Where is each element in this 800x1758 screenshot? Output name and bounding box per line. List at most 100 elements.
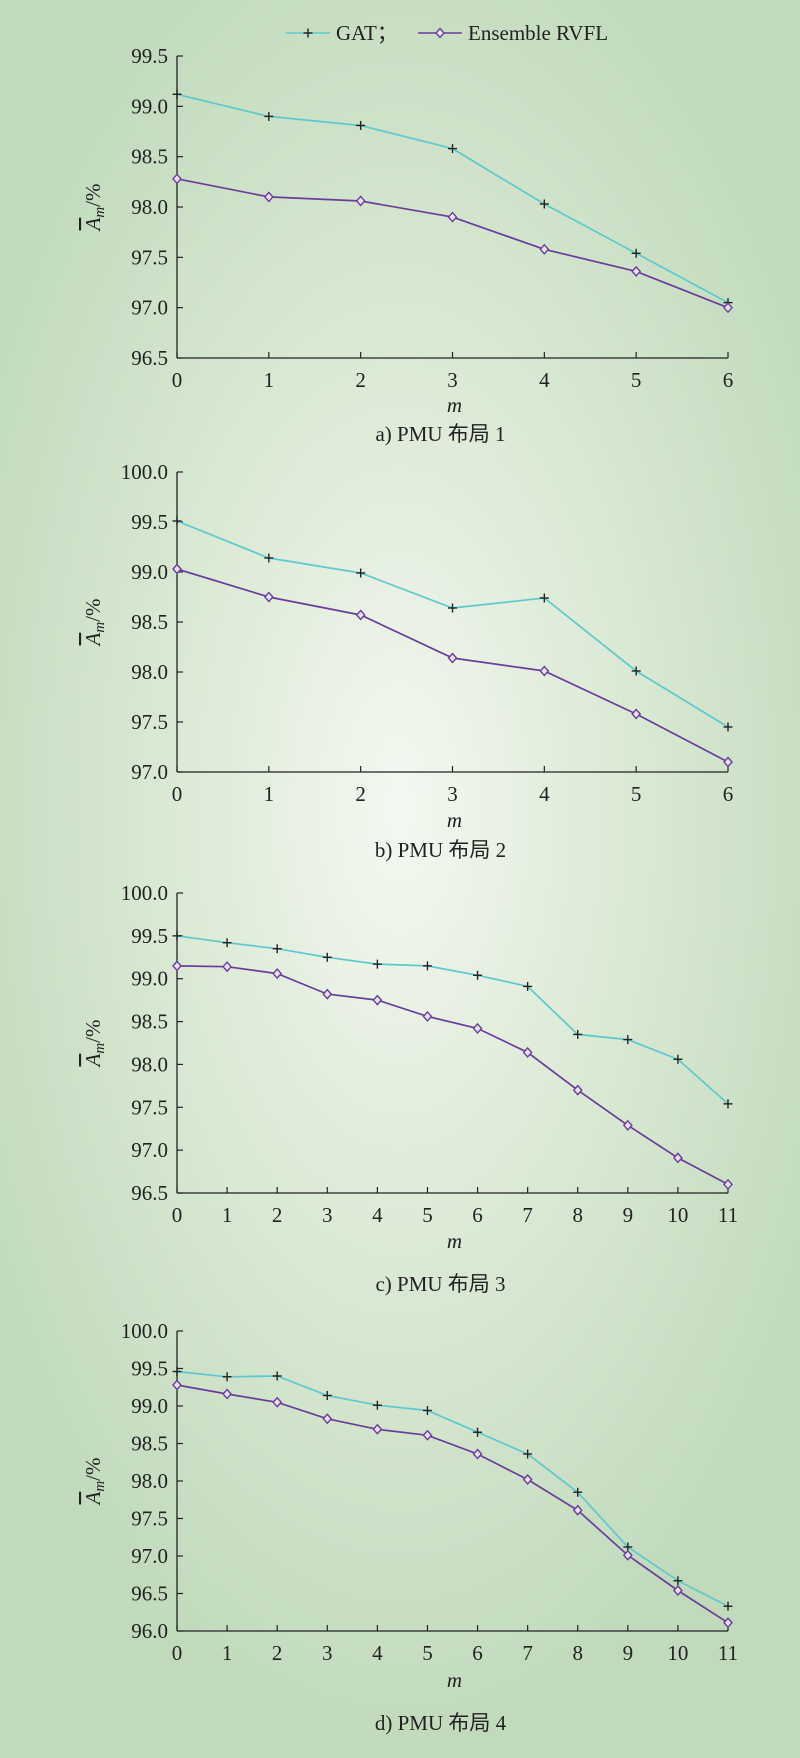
y-tick-label: 97.5 — [131, 1507, 168, 1531]
data-point — [723, 756, 733, 768]
y-tick-label: 97.0 — [131, 1544, 168, 1568]
series — [172, 1367, 733, 1611]
series-line — [176, 93, 729, 304]
y-axis-title-main: A — [81, 1054, 105, 1069]
y-axis-title: Am/% — [81, 184, 108, 233]
y-tick-label: 98.0 — [131, 1052, 168, 1076]
data-point — [631, 265, 642, 277]
y-tick-label: 99.0 — [131, 1394, 168, 1418]
data-point — [356, 120, 366, 130]
y-axis-title-sub: m — [92, 1043, 108, 1054]
data-point — [522, 1046, 533, 1058]
y-axis-title-sub: m — [92, 622, 108, 633]
y-axis-title: Am/% — [81, 1020, 108, 1069]
data-point — [172, 173, 182, 185]
data-point — [672, 1584, 683, 1597]
x-tick-label: 1 — [222, 1641, 233, 1665]
data-point — [172, 563, 182, 575]
x-tick-label: 8 — [572, 1203, 583, 1227]
data-point — [355, 195, 366, 207]
series-line — [176, 520, 729, 728]
legend-entry: Ensemble RVFL — [418, 21, 608, 45]
y-tick-label: 97.0 — [131, 296, 168, 320]
x-tick-label: 6 — [472, 1203, 483, 1227]
data-point — [448, 603, 457, 613]
data-point — [723, 302, 733, 314]
data-point — [372, 959, 382, 969]
data-point — [539, 243, 550, 255]
data-point — [422, 1406, 432, 1415]
y-tick-label: 98.5 — [131, 145, 168, 169]
y-tick-label: 96.5 — [131, 1582, 168, 1606]
y-tick-label: 98.0 — [131, 195, 168, 219]
data-point — [372, 1423, 383, 1435]
legend-label: Ensemble RVFL — [468, 21, 608, 45]
data-point — [723, 1099, 733, 1109]
x-tick-label: 3 — [447, 782, 458, 806]
chart-caption: d) PMU 布局 4 — [375, 1711, 507, 1735]
data-point — [631, 708, 642, 720]
x-tick-label: 6 — [723, 368, 734, 392]
y-tick-label: 98.0 — [131, 1469, 168, 1493]
legend-marker — [303, 28, 313, 38]
x-tick-label: 0 — [172, 1203, 183, 1227]
x-tick-label: 10 — [667, 1641, 688, 1665]
x-tick-label: 7 — [522, 1641, 533, 1665]
legend-entry: GAT； — [286, 21, 398, 45]
data-point — [264, 553, 274, 563]
series-line — [176, 1384, 729, 1624]
data-point — [622, 1119, 633, 1131]
series-line — [176, 177, 729, 309]
data-point — [723, 722, 733, 732]
data-point — [372, 1400, 382, 1410]
data-point — [172, 931, 182, 941]
chart-panel: 96.597.097.598.098.599.099.50 1 2 3 4 5 6mAm/%… — [81, 44, 733, 446]
y-axis-title-main: A — [81, 1492, 105, 1507]
y-tick-label: 97.5 — [131, 710, 168, 734]
x-axis-title: m — [447, 1668, 462, 1692]
legend: GAT； Ensemble RVFL — [286, 21, 608, 45]
data-point — [447, 652, 458, 664]
x-tick-label: 11 — [718, 1641, 738, 1665]
chart-caption: c) PMU 布局 3 — [375, 1272, 505, 1296]
x-axis-title: m — [447, 1229, 462, 1253]
x-tick-label: 5 — [631, 782, 642, 806]
series — [172, 960, 733, 1190]
series — [172, 563, 733, 768]
data-point — [723, 1617, 733, 1629]
x-tick-label: 1 — [264, 368, 275, 392]
x-tick-label: 4 — [539, 368, 550, 392]
series — [172, 89, 733, 308]
series-line — [176, 935, 729, 1105]
x-axis-title: m — [447, 808, 462, 832]
x-tick-label: 5 — [422, 1641, 433, 1665]
y-tick-label: 98.5 — [131, 1010, 168, 1034]
x-axis-title: m — [447, 393, 462, 417]
data-point — [322, 988, 333, 1000]
y-tick-label: 98.5 — [131, 1432, 168, 1456]
data-point — [322, 952, 332, 962]
data-point — [623, 1035, 633, 1045]
y-tick-label: 99.5 — [131, 1357, 168, 1381]
x-tick-label: 3 — [447, 368, 458, 392]
x-tick-label: 0 — [172, 782, 183, 806]
data-point — [673, 1576, 683, 1586]
data-point — [673, 1054, 683, 1064]
x-tick-label: 9 — [623, 1203, 634, 1227]
series-line — [176, 965, 729, 1186]
data-point — [539, 593, 549, 603]
y-tick-label: 99.0 — [131, 94, 168, 118]
chart-panel: 96.0 96.5 97.0 97.5 98.0 98.5 99.0 99.5 100.0 0 1 2… — [81, 1319, 738, 1735]
x-tick-label: 6 — [723, 782, 734, 806]
x-tick-label: 0 — [172, 1641, 183, 1665]
x-tick-label: 8 — [572, 1641, 583, 1665]
data-point — [172, 516, 182, 526]
data-point — [572, 1084, 583, 1096]
x-tick-label: 3 — [322, 1203, 333, 1227]
y-tick-label: 100.0 — [121, 460, 168, 484]
x-tick-label: 1 — [264, 782, 275, 806]
data-point — [447, 211, 458, 223]
data-point — [422, 1010, 433, 1022]
